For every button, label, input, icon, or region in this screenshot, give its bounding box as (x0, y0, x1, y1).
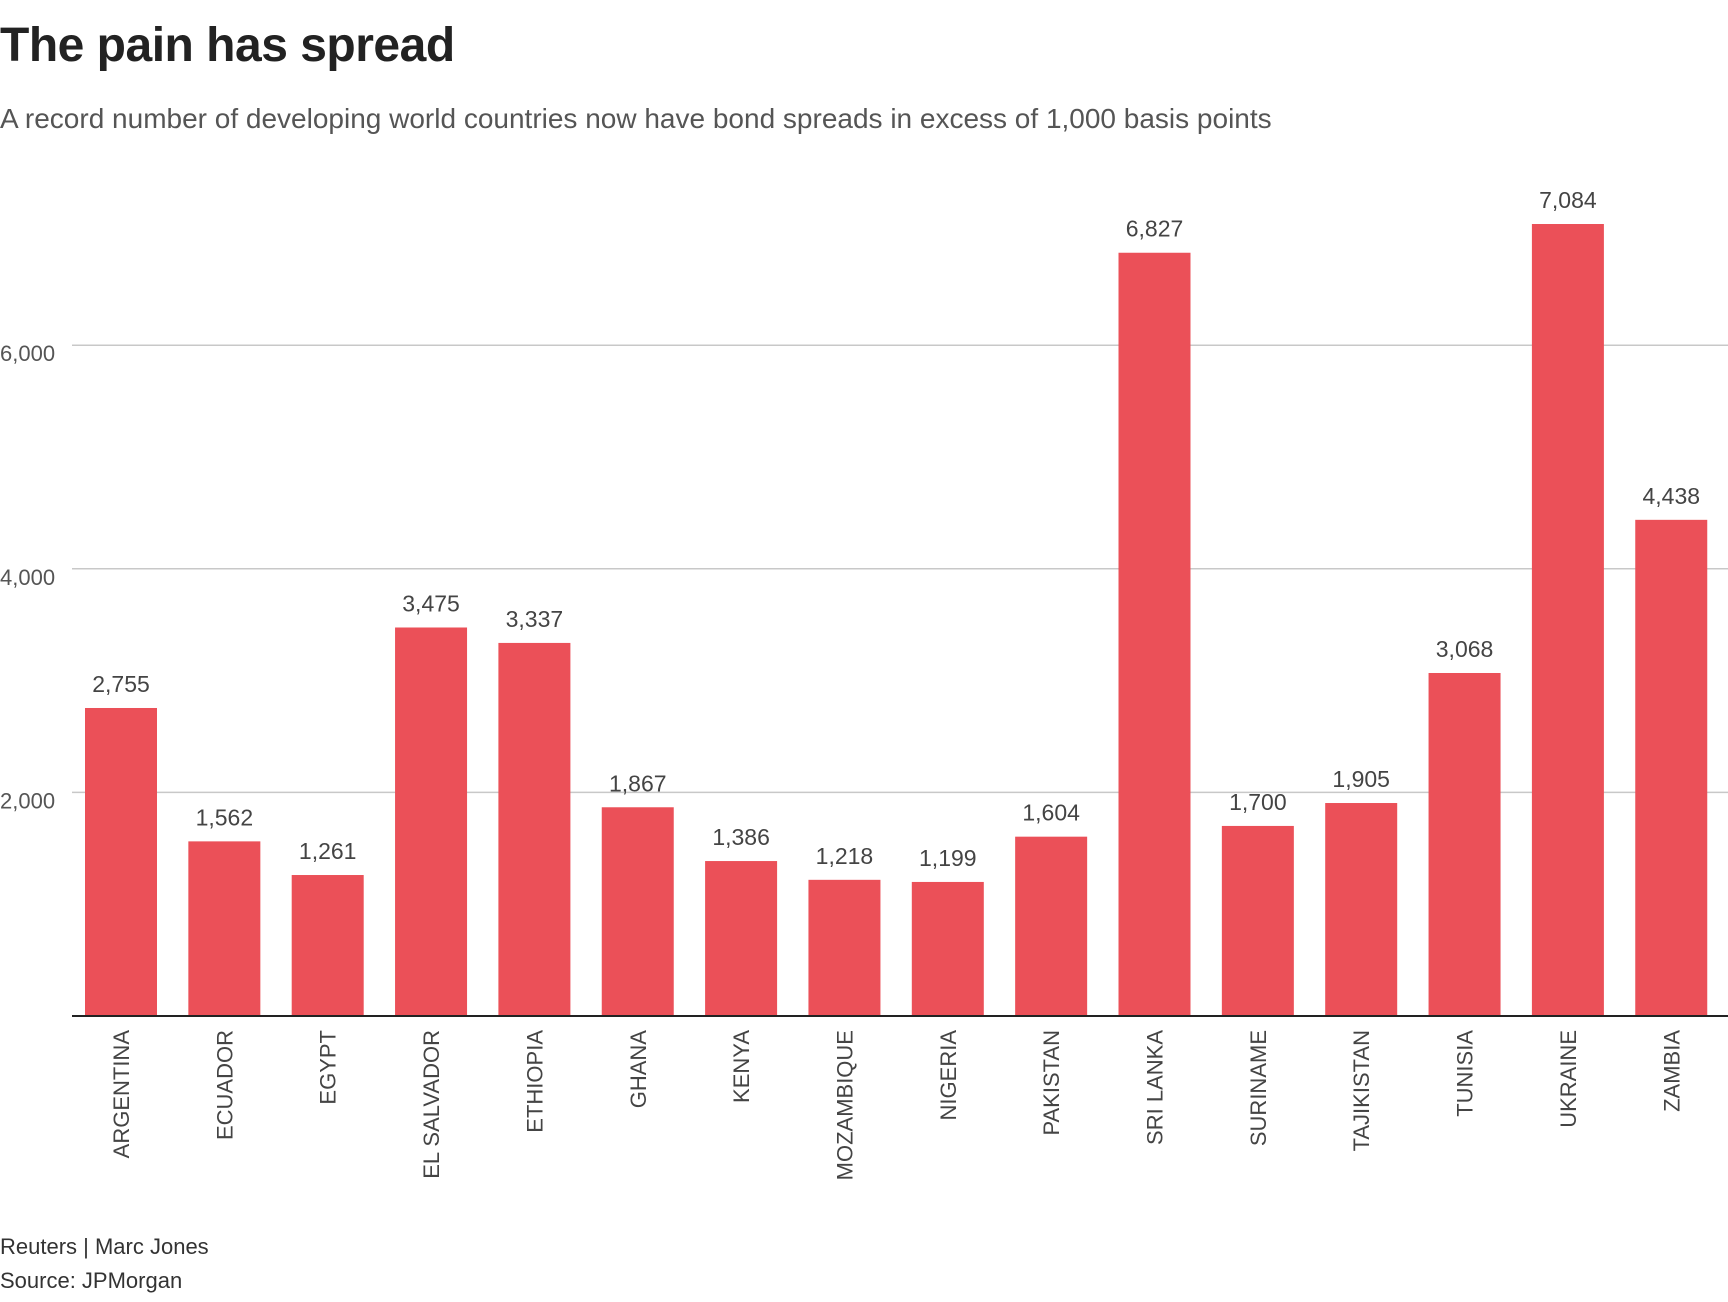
x-tick-label: EL SALVADOR (419, 1030, 444, 1179)
x-tick-label: MOZAMBIQUE (832, 1030, 857, 1180)
data-label: 3,068 (1436, 636, 1494, 662)
x-tick-label: NIGERIA (936, 1030, 961, 1121)
bar (808, 879, 881, 1016)
data-label: 4,438 (1642, 483, 1700, 509)
y-tick-label: 2,000 (0, 788, 55, 813)
x-tick-label: ARGENTINA (109, 1030, 134, 1159)
x-tick-label: TUNISIA (1453, 1030, 1478, 1117)
data-label: 1,199 (919, 845, 977, 871)
x-tick-label: GHANA (626, 1030, 651, 1109)
data-label: 3,337 (506, 606, 564, 632)
bar (1531, 224, 1604, 1017)
bar (911, 881, 984, 1016)
bar (1118, 252, 1191, 1016)
y-tick-label: 4,000 (0, 565, 55, 590)
x-tick-label: KENYA (729, 1030, 754, 1103)
bar (85, 707, 157, 1016)
x-tick-label: ETHIOPIA (522, 1030, 547, 1133)
bar (395, 627, 468, 1016)
bar (705, 861, 778, 1016)
bar (1635, 519, 1708, 1016)
bar (1015, 836, 1088, 1016)
bar (291, 875, 364, 1016)
data-label: 2,755 (92, 671, 150, 697)
data-label: 1,700 (1229, 789, 1287, 815)
y-tick-label: 6,000 (0, 341, 55, 366)
x-tick-label: ECUADOR (212, 1030, 237, 1140)
data-label: 3,475 (402, 590, 460, 616)
data-label: 1,604 (1022, 800, 1080, 826)
bar-chart: 2,000 4,000 6,000 2,755 ARGENTINA 1,562 ECUADO… (0, 187, 1728, 1180)
bar (1428, 672, 1501, 1016)
footer-source: Source: JPMorgan (0, 1268, 183, 1293)
data-label: 1,905 (1332, 766, 1390, 792)
footer-credit: Reuters | Marc Jones (0, 1234, 209, 1259)
bar (1221, 825, 1294, 1016)
x-tick-label: PAKISTAN (1039, 1030, 1064, 1136)
x-tick-label: ZAMBIA (1659, 1030, 1684, 1112)
chart-subtitle: A record number of developing world coun… (0, 103, 1272, 134)
data-label: 1,261 (299, 838, 357, 864)
data-label: 6,827 (1126, 216, 1184, 242)
data-label: 1,218 (816, 843, 874, 869)
x-tick-label: SRI LANKA (1143, 1030, 1168, 1145)
data-label: 7,084 (1539, 187, 1597, 213)
x-tick-label: SURINAME (1246, 1030, 1271, 1146)
bar (498, 642, 571, 1016)
x-tick-label: UKRAINE (1556, 1030, 1581, 1128)
bar (188, 841, 261, 1016)
bar (1325, 803, 1398, 1016)
chart-title: The pain has spread (0, 19, 455, 72)
x-tick-label: TAJIKISTAN (1349, 1030, 1374, 1151)
bar (601, 807, 674, 1016)
data-label: 1,562 (196, 804, 254, 830)
x-tick-label: EGYPT (316, 1030, 341, 1105)
data-label: 1,867 (609, 770, 667, 796)
data-label: 1,386 (712, 824, 770, 850)
